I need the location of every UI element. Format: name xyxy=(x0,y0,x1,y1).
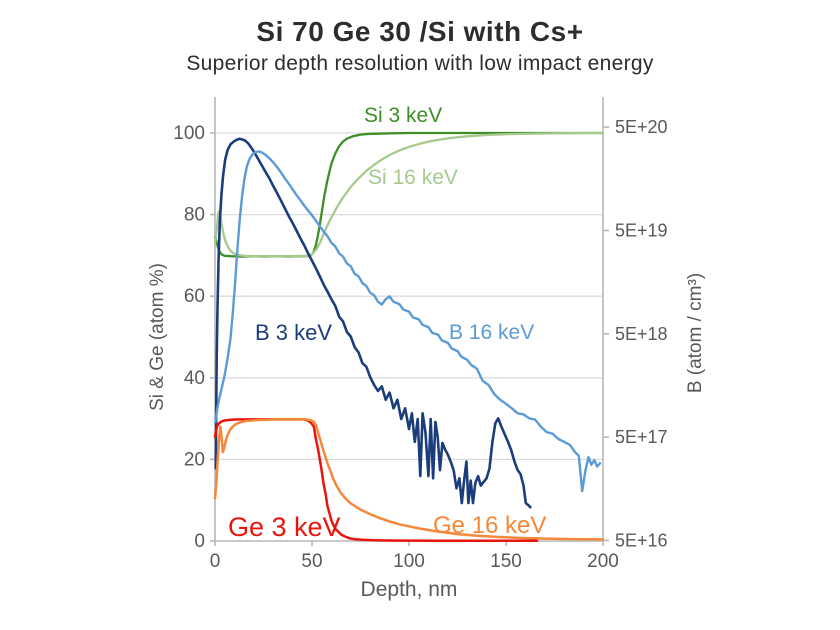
x-tick-label-150: 150 xyxy=(490,551,522,572)
right-tick-label-4: 5E+20 xyxy=(615,117,668,137)
curve-ge3 xyxy=(213,417,539,543)
series-label-ge-16kev: Ge 16 keV xyxy=(433,512,546,539)
left-tick-label-40: 40 xyxy=(184,368,205,389)
left-axis-title: Si & Ge (atom %) xyxy=(147,263,168,411)
curve-ge16 xyxy=(213,418,605,541)
x-axis-title: Depth, nm xyxy=(361,578,458,601)
curve-b3 xyxy=(214,137,532,509)
left-tick-label-80: 80 xyxy=(184,205,205,226)
series-label-si-3kev: Si 3 keV xyxy=(364,104,442,127)
curve-si16 xyxy=(213,131,605,258)
x-tick-label-50: 50 xyxy=(301,551,322,572)
right-axis-title: B (atom / cm³) xyxy=(685,273,706,393)
series-label-b-16kev: B 16 keV xyxy=(449,321,534,344)
profile-curves xyxy=(213,131,605,543)
right-tick-label-1: 5E+17 xyxy=(615,427,668,447)
curve-si3 xyxy=(213,131,605,258)
chart-title: Si 70 Ge 30 /Si with Cs+ xyxy=(256,16,584,47)
left-tick-label-100: 100 xyxy=(173,123,205,144)
right-tick-label-2: 5E+18 xyxy=(615,324,668,344)
left-tick-label-60: 60 xyxy=(184,286,205,307)
series-label-si-16kev: Si 16 keV xyxy=(368,166,458,189)
chart-subtitle: Superior depth resolution with low impac… xyxy=(186,52,654,75)
series-label-b-3kev: B 3 keV xyxy=(255,320,332,345)
x-tick-label-100: 100 xyxy=(393,551,425,572)
x-tick-label-0: 0 xyxy=(210,551,221,572)
curve-b16 xyxy=(214,150,602,493)
series-label-ge-3kev: Ge 3 keV xyxy=(228,512,341,542)
x-tick-label-200: 200 xyxy=(587,551,619,572)
right-tick-label-3: 5E+19 xyxy=(615,220,668,240)
left-tick-label-20: 20 xyxy=(184,449,205,470)
right-tick-label-0: 5E+16 xyxy=(615,531,668,551)
left-tick-label-0: 0 xyxy=(194,531,205,552)
